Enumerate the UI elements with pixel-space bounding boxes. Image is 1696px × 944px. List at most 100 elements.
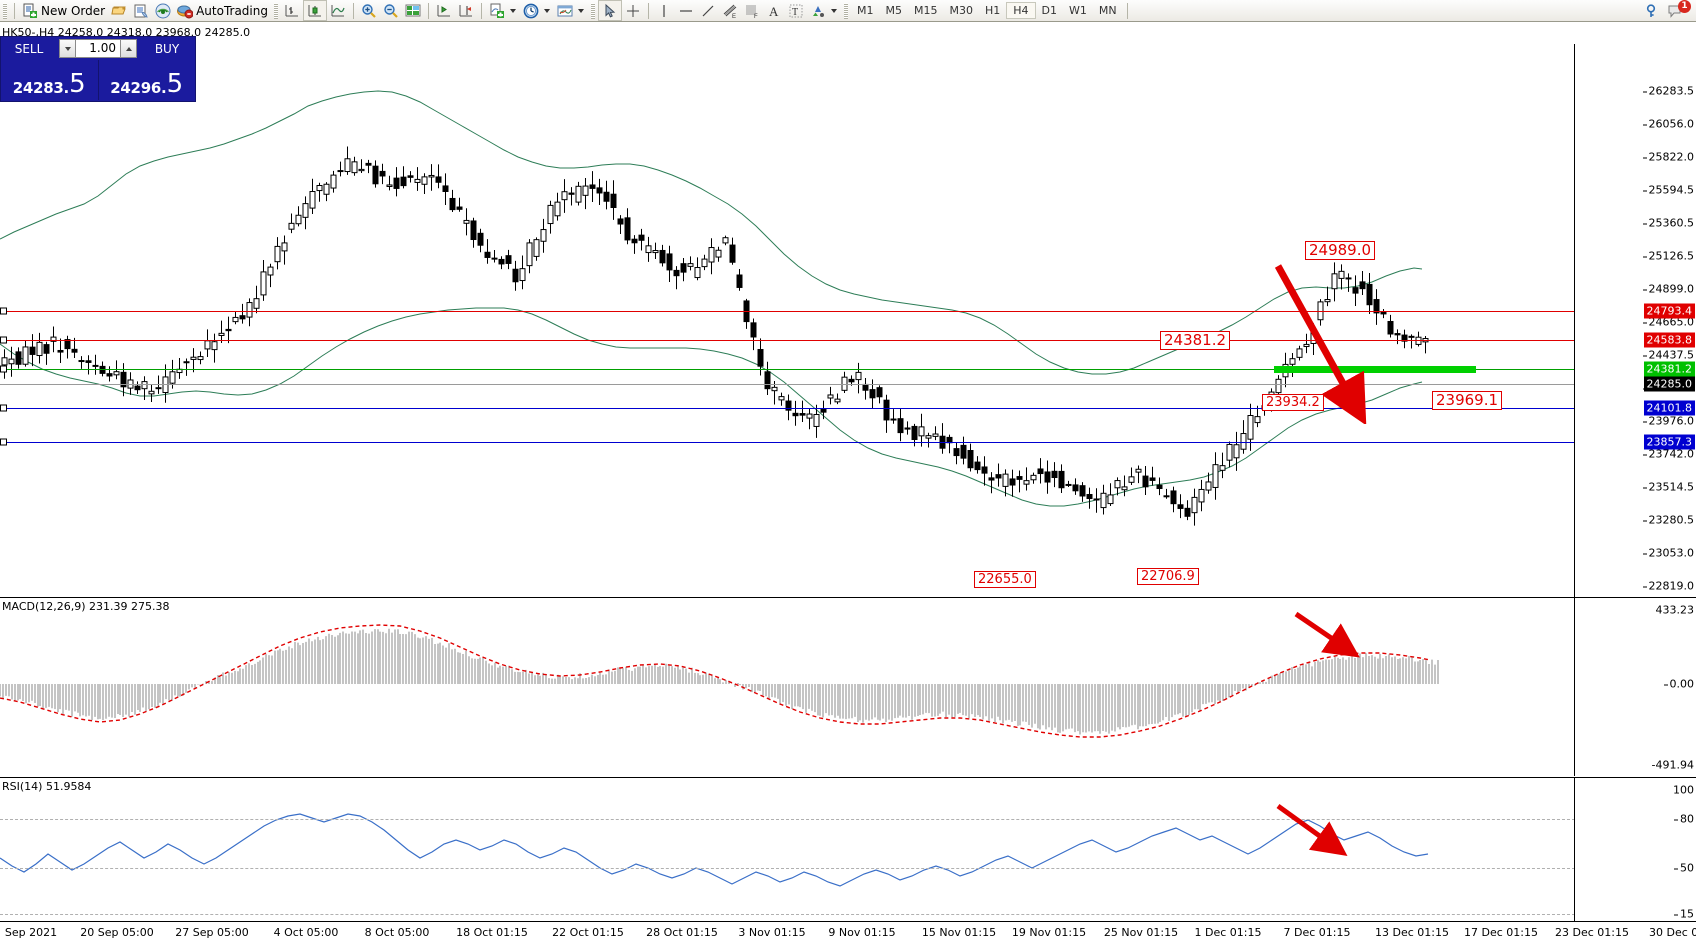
- price-tick: 22819.0: [1642, 579, 1694, 593]
- timeframe-m30[interactable]: M30: [949, 4, 973, 17]
- support-zone-marker[interactable]: [1274, 366, 1476, 373]
- rsi-axis[interactable]: 100 80 50 15 0: [1574, 778, 1696, 942]
- price-tag-23857[interactable]: 23857.3: [1643, 434, 1695, 450]
- volume-input[interactable]: 1.00: [76, 39, 120, 58]
- text-label-button[interactable]: A: [763, 1, 785, 20]
- vertical-line-button[interactable]: [653, 1, 675, 20]
- macd-plot[interactable]: [0, 598, 1575, 776]
- rsi-plot[interactable]: [0, 778, 1575, 922]
- horizontal-line-button[interactable]: [675, 1, 697, 20]
- print-preview-button[interactable]: [130, 1, 152, 20]
- annotation-23934[interactable]: 23934.2: [1262, 394, 1324, 411]
- down-arrow-annotation[interactable]: [1240, 244, 1410, 424]
- data-window-button[interactable]: [402, 1, 424, 20]
- search-button[interactable]: [1642, 1, 1664, 20]
- timeframe-mn[interactable]: MN: [1098, 4, 1117, 17]
- price-axis[interactable]: 26283.5 26056.0 25822.0 25594.5 25360.5 …: [1574, 44, 1696, 626]
- volume-decrement-button[interactable]: [59, 39, 76, 58]
- timeframe-d1[interactable]: D1: [1041, 4, 1058, 17]
- timeframe-m5[interactable]: M5: [885, 4, 902, 17]
- periods-icon: [523, 3, 539, 18]
- new-order-button[interactable]: New Order: [19, 1, 108, 20]
- bar-chart-button[interactable]: [281, 1, 303, 20]
- zoom-out-button[interactable]: [380, 1, 402, 20]
- one-click-trading-panel[interactable]: SELL 1.00 BUY 24283 . 5 24296 . 5: [0, 36, 196, 102]
- annotation-23969[interactable]: 23969.1: [1432, 391, 1503, 410]
- toolbar-grip-2[interactable]: [273, 2, 278, 19]
- drawing-tools-caret-icon[interactable]: [830, 8, 837, 13]
- price-tick: 26283.5: [1642, 84, 1694, 98]
- new-order-icon: [23, 3, 37, 18]
- annotation-24989[interactable]: 24989.0: [1305, 241, 1376, 260]
- annotation-24381[interactable]: 24381.2: [1160, 331, 1231, 350]
- alerts-button[interactable]: 1: [1664, 0, 1691, 20]
- timeframe-m1[interactable]: M1: [856, 4, 874, 17]
- time-axis[interactable]: Sep 2021 20 Sep 05:00 27 Sep 05:00 4 Oct…: [0, 921, 1696, 944]
- sell-label[interactable]: SELL: [1, 37, 57, 60]
- line-chart-button[interactable]: [327, 1, 349, 20]
- drawing-tools-button[interactable]: [807, 1, 829, 20]
- annotation-22655[interactable]: 22655.0: [974, 571, 1036, 588]
- level-handle-24793[interactable]: [0, 307, 7, 315]
- chart-area[interactable]: HK50-,H4 24258.0 24318.0 23968.0 24285.0: [0, 22, 1696, 942]
- auto-scroll-button[interactable]: [455, 1, 477, 20]
- add-indicator-caret-icon[interactable]: [509, 8, 516, 13]
- zoom-in-button[interactable]: [358, 1, 380, 20]
- rsi-pane[interactable]: RSI(14) 51.9584 100 80 50 15 0: [0, 777, 1696, 942]
- level-line-23857[interactable]: [0, 442, 1575, 443]
- autotrading-button[interactable]: AutoTrading: [174, 1, 271, 20]
- rsi-level-50: [0, 868, 1575, 869]
- templates-button[interactable]: [554, 1, 576, 20]
- macd-pane[interactable]: MACD(12,26,9) 231.39 275.38 433.23 0.00 …: [0, 597, 1696, 776]
- price-tag-24583[interactable]: 24583.8: [1643, 332, 1695, 348]
- periods-caret-icon[interactable]: [543, 8, 550, 13]
- equidistant-channel-button[interactable]: E: [719, 1, 741, 20]
- price-tag-24793[interactable]: 24793.4: [1643, 303, 1695, 319]
- chart-shift-button[interactable]: [433, 1, 455, 20]
- templates-caret-icon[interactable]: [577, 8, 584, 13]
- buy-label[interactable]: BUY: [139, 37, 195, 60]
- trendline-button[interactable]: [697, 1, 719, 20]
- toolbar-grip-3[interactable]: [590, 2, 595, 19]
- level-line-24583[interactable]: [0, 340, 1575, 341]
- timeframe-h1[interactable]: H1: [984, 4, 1001, 17]
- volume-increment-button[interactable]: [120, 39, 137, 58]
- level-handle-24583[interactable]: [0, 336, 7, 344]
- timeframe-w1[interactable]: W1: [1069, 4, 1087, 17]
- time-label: 3 Nov 01:15: [738, 926, 806, 939]
- crosshair-button[interactable]: [622, 1, 644, 20]
- sell-price-button[interactable]: 24283 . 5: [1, 60, 98, 100]
- timeframe-h4[interactable]: H4: [1006, 2, 1036, 19]
- candlestick-chart-button[interactable]: [302, 0, 327, 21]
- macd-tick: 0.00: [1663, 677, 1694, 691]
- toolbar-grip-4[interactable]: [843, 2, 848, 19]
- signal-button[interactable]: [152, 1, 174, 20]
- level-line-24101[interactable]: [0, 408, 1575, 409]
- macd-axis[interactable]: 433.23 0.00 -491.94: [1574, 598, 1696, 776]
- toolbar-grip[interactable]: [3, 2, 7, 19]
- buy-price-main: 24296: [110, 79, 161, 97]
- level-handle-24381[interactable]: [0, 365, 7, 373]
- level-line-24381[interactable]: [0, 369, 1575, 370]
- cursor-button[interactable]: [597, 0, 622, 21]
- price-plot[interactable]: [0, 44, 1575, 597]
- price-tag-24381[interactable]: 24381.2: [1643, 361, 1695, 377]
- autotrading-label: AutoTrading: [196, 3, 268, 18]
- folder-button[interactable]: [108, 1, 130, 20]
- buy-price-button[interactable]: 24296 . 5: [99, 60, 196, 100]
- macd-down-arrow-annotation[interactable]: [1290, 606, 1360, 661]
- fibonacci-button[interactable]: F: [741, 1, 763, 20]
- timeframe-m15[interactable]: M15: [913, 4, 938, 17]
- trade-panel-divider: [97, 60, 99, 100]
- add-indicator-button[interactable]: [486, 1, 508, 20]
- price-pane[interactable]: 26283.5 26056.0 25822.0 25594.5 25360.5 …: [0, 44, 1696, 626]
- rsi-down-arrow-annotation[interactable]: [1272, 800, 1352, 860]
- annotation-22706[interactable]: 22706.9: [1137, 568, 1199, 585]
- price-tag-24101[interactable]: 24101.8: [1643, 400, 1695, 416]
- folder-icon: [111, 6, 126, 14]
- level-handle-23857[interactable]: [0, 438, 7, 446]
- level-handle-24101[interactable]: [0, 404, 7, 412]
- text-box-button[interactable]: T: [785, 1, 807, 20]
- level-line-24793[interactable]: [0, 311, 1575, 312]
- periods-button[interactable]: [520, 1, 542, 20]
